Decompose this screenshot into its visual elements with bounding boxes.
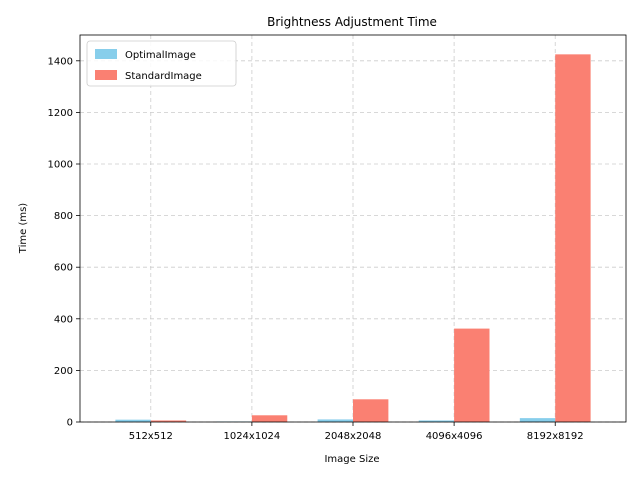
legend: OptimalImage StandardImage bbox=[86, 40, 237, 87]
bar-StandardImage-8192x8192 bbox=[555, 54, 591, 422]
y-tick-label: 1000 bbox=[48, 160, 73, 171]
grid-lines bbox=[80, 35, 626, 423]
y-axis-label: Time (ms) bbox=[18, 203, 29, 255]
y-tick-label: 1200 bbox=[48, 108, 73, 119]
bar-OptimalImage-4096x4096 bbox=[418, 420, 455, 422]
y-tick-label: 200 bbox=[54, 366, 73, 377]
x-axis-ticks: 512x512 1024x1024 2048x2048 4096x4096 8192x8… bbox=[129, 422, 584, 442]
x-axis-label: Image Size bbox=[324, 454, 379, 465]
legend-box bbox=[86, 40, 237, 87]
y-tick-label: 1400 bbox=[48, 56, 73, 67]
x-tick-label: 8192x8192 bbox=[527, 431, 584, 442]
legend-label-OptimalImage: OptimalImage bbox=[125, 50, 196, 61]
y-axis-ticks: 0 200 400 600 800 1000 1200 1400 bbox=[48, 56, 80, 429]
x-tick-label: 1024x1024 bbox=[223, 431, 280, 442]
y-tick-label: 600 bbox=[54, 263, 73, 274]
bar-StandardImage-512x512 bbox=[150, 420, 187, 422]
legend-swatch-OptimalImage bbox=[95, 49, 117, 59]
legend-swatch-StandardImage bbox=[95, 70, 117, 80]
x-tick-label: 2048x2048 bbox=[325, 431, 382, 442]
bar-StandardImage-2048x2048 bbox=[353, 399, 389, 422]
bar-OptimalImage-8192x8192 bbox=[519, 418, 556, 422]
chart-title: Brightness Adjustment Time bbox=[267, 15, 437, 29]
y-tick-label: 400 bbox=[54, 314, 73, 325]
x-tick-label: 4096x4096 bbox=[426, 431, 483, 442]
bar-OptimalImage-512x512 bbox=[115, 419, 151, 422]
y-tick-label: 0 bbox=[67, 418, 73, 429]
legend-label-StandardImage: StandardImage bbox=[125, 71, 202, 82]
bar-OptimalImage-2048x2048 bbox=[317, 419, 353, 422]
y-tick-label: 800 bbox=[54, 211, 73, 222]
bars bbox=[115, 54, 591, 422]
bar-StandardImage-4096x4096 bbox=[454, 328, 490, 422]
bar-StandardImage-1024x1024 bbox=[251, 415, 288, 422]
x-tick-label: 512x512 bbox=[129, 431, 173, 442]
